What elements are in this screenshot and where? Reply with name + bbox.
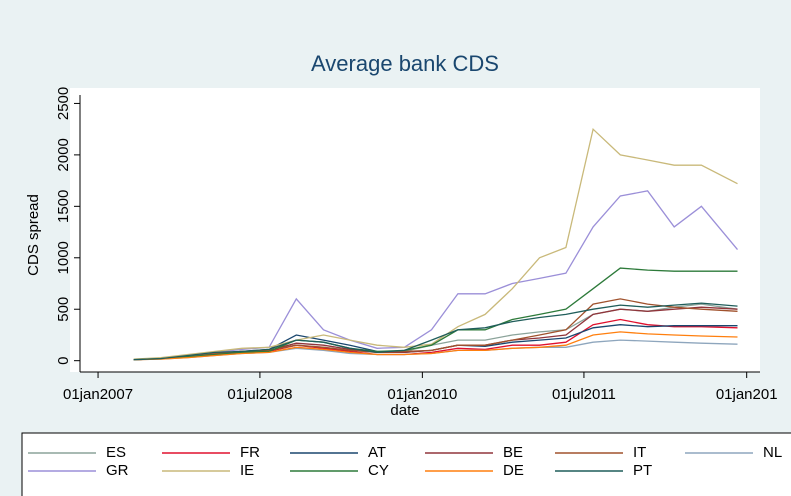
y-tick-label: 2500 [55,87,72,120]
legend-label: IE [240,462,254,479]
legend-label: IT [633,444,646,461]
legend-label: AT [368,444,386,461]
y-tick-label: 2000 [55,138,72,171]
x-tick-label: 01jan2010 [387,386,457,403]
x-axis-label: date [390,402,419,419]
series-line [133,302,738,361]
x-tick-label: 01jan2007 [63,386,133,403]
series-line [133,127,738,360]
legend-label: PT [633,462,652,479]
legend-label: BE [503,444,523,461]
x-tick-label: 01jul2011 [552,386,616,403]
legend-label: NL [763,444,782,461]
y-tick-label: 0 [55,357,72,365]
series-line [133,331,738,361]
y-tick-label: 500 [55,297,72,322]
legend-label: GR [106,462,129,479]
legend [21,432,791,496]
y-tick-label: 1000 [55,241,72,274]
series-line [133,190,738,361]
series-line [133,267,738,361]
x-tick-label: 01jan201 [716,386,778,403]
y-axis-label: CDS spread [25,194,42,276]
plot-area [70,88,760,372]
legend-label: FR [240,444,260,461]
legend-label: ES [106,444,126,461]
x-tick-label: 01jul2008 [227,386,292,403]
y-tick-label: 1500 [55,190,72,223]
legend-label: CY [368,462,389,479]
chart-title: Average bank CDS [311,51,499,76]
legend-label: DE [503,462,524,479]
